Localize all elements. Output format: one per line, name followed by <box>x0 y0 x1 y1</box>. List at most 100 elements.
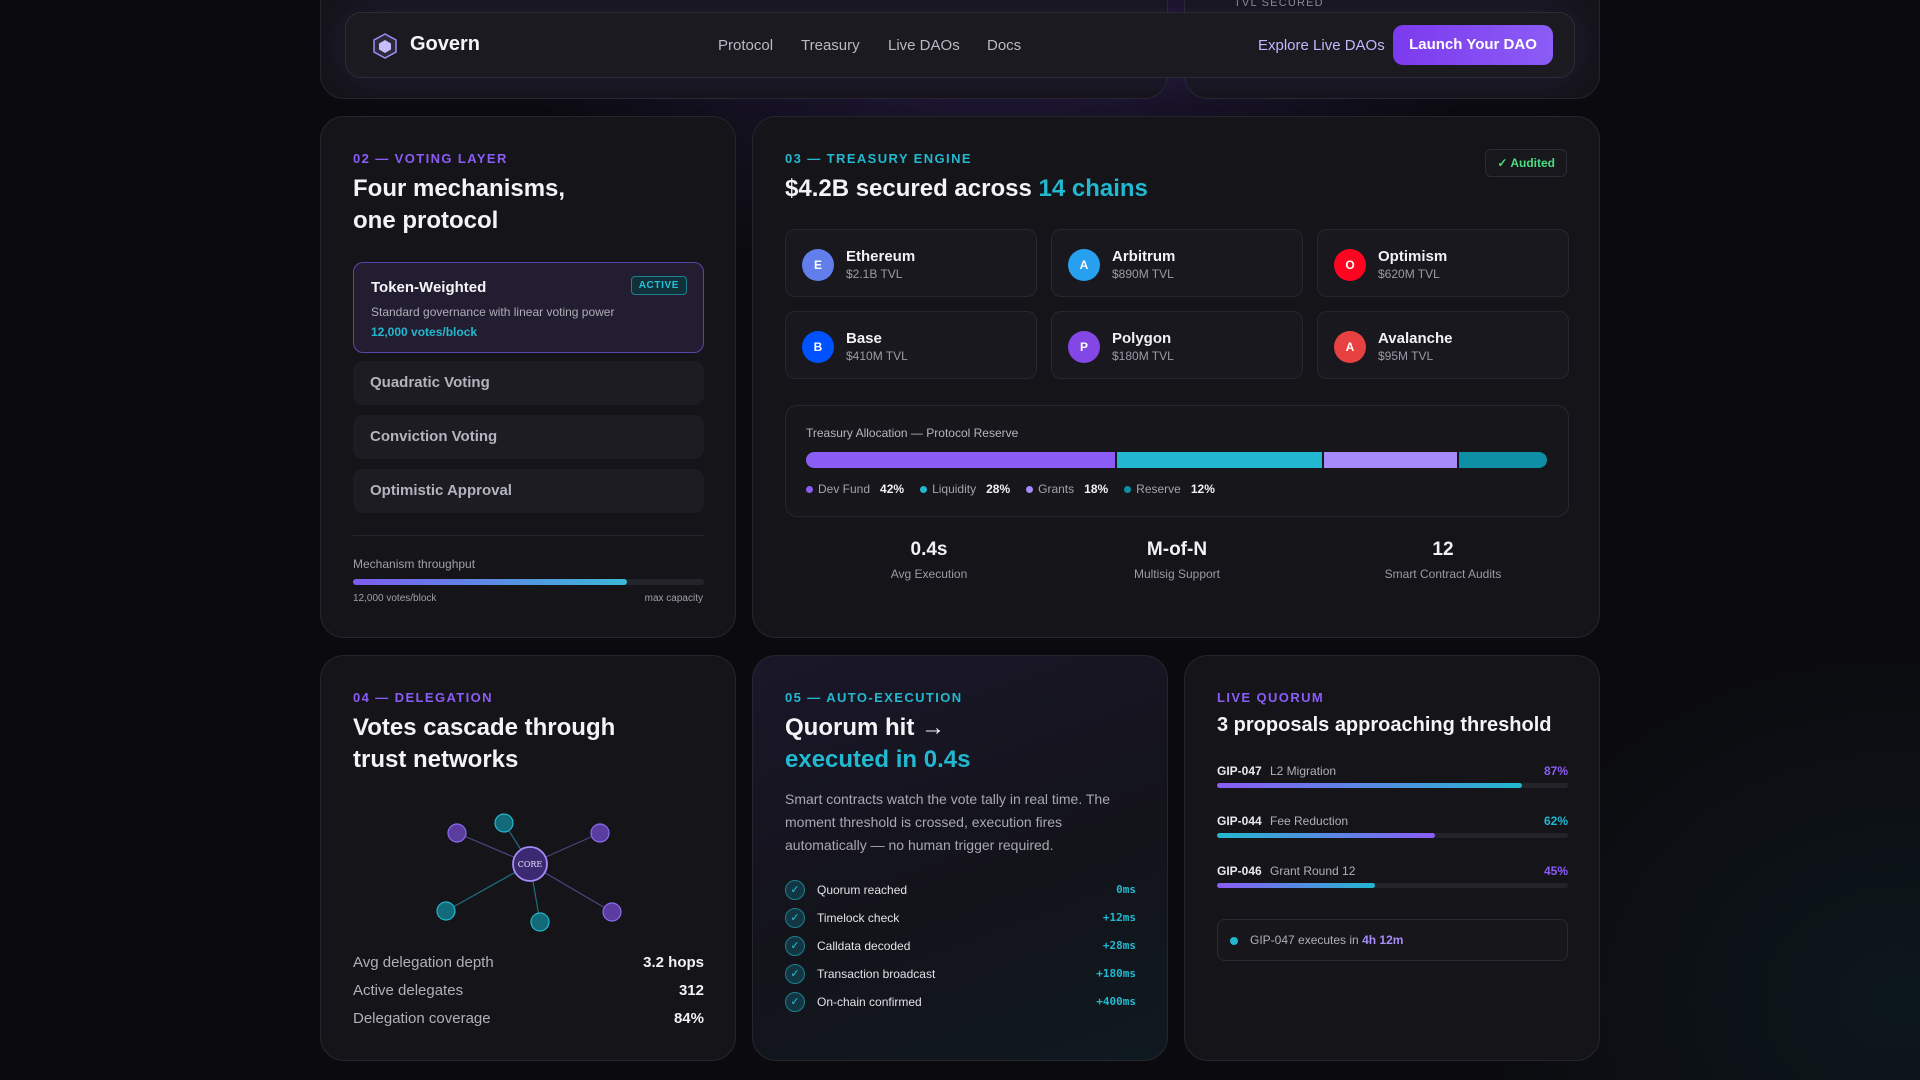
delegate-node <box>494 813 514 833</box>
allocation-segment-dev-fund <box>806 452 1115 468</box>
check-icon: ✓ <box>785 992 805 1012</box>
execution-step: ✓ On-chain confirmed +400ms <box>785 992 1136 1012</box>
section-title: Quorum hit → executed in 0.4s <box>785 714 971 773</box>
base-icon: B <box>802 331 834 363</box>
allocation-bar <box>806 452 1547 468</box>
proposal-row[interactable]: GIP-047 L2 Migration 87% <box>1217 764 1568 794</box>
explore-live-daos-link[interactable]: Explore Live DAOs <box>1258 37 1385 54</box>
auto-execution-card: 05 — AUTO-EXECUTION Quorum hit → execute… <box>752 655 1168 1061</box>
section-title: Four mechanisms, one protocol <box>353 175 566 234</box>
core-node-label: CORE <box>518 860 543 869</box>
chain-card-avalanche[interactable]: A Avalanche $95M TVL <box>1317 311 1569 379</box>
section-eyebrow: 03 — TREASURY ENGINE <box>785 151 972 166</box>
section-title: 3 proposals approaching threshold <box>1217 714 1552 736</box>
allocation-segment-liquidity <box>1116 452 1323 468</box>
delegation-card: 04 — DELEGATION Votes cascade through tr… <box>320 655 736 1061</box>
delegate-node <box>447 823 467 843</box>
nav-link-treasury[interactable]: Treasury <box>801 37 860 54</box>
chain-tvl: $620M TVL <box>1378 267 1440 281</box>
execution-step: ✓ Transaction broadcast +180ms <box>785 964 1136 984</box>
check-icon: ✓ <box>785 936 805 956</box>
audited-badge: ✓ Audited <box>1485 149 1567 177</box>
throughput-min-label: 12,000 votes/block <box>353 593 437 604</box>
chain-tvl: $95M TVL <box>1378 349 1434 363</box>
mechanism-quadratic-voting[interactable]: Quadratic Voting <box>353 361 704 405</box>
proposal-row[interactable]: GIP-046 Grant Round 12 45% <box>1217 864 1568 894</box>
core-node <box>512 846 548 882</box>
delegate-node <box>530 912 550 932</box>
launch-dao-button[interactable]: Launch Your DAO <box>1393 25 1553 65</box>
chain-name: Ethereum <box>846 248 916 265</box>
optimism-icon: O <box>1334 249 1366 281</box>
mechanism-token-weighted[interactable]: Token-Weighted ACTIVE Standard governanc… <box>353 262 704 353</box>
chain-card-optimism[interactable]: O Optimism $620M TVL <box>1317 229 1569 297</box>
legend-dev-fund: Dev Fund 42% <box>806 482 904 496</box>
treasury-engine-card: 03 — TREASURY ENGINE $4.2B secured acros… <box>752 116 1600 638</box>
live-dot-icon <box>1230 937 1238 945</box>
avalanche-icon: A <box>1334 331 1366 363</box>
chain-card-polygon[interactable]: P Polygon $180M TVL <box>1051 311 1303 379</box>
mechanism-description: Standard governance with linear voting p… <box>371 305 615 319</box>
throughput-fill <box>353 579 627 585</box>
legend-liquidity: Liquidity 28% <box>920 482 1010 496</box>
legend-grants: Grants 18% <box>1026 482 1108 496</box>
chain-name: Arbitrum <box>1112 248 1176 265</box>
active-badge: ACTIVE <box>630 276 687 295</box>
stat-active-delegates: Active delegates 312 <box>353 982 704 999</box>
stat-multisig-support: M-of-N Multisig Support <box>1133 539 1221 581</box>
delegation-network-graph: CORE <box>436 813 622 932</box>
stat-contract-audits: 12 Smart Contract Audits <box>1384 539 1502 581</box>
throughput-label: Mechanism throughput <box>353 557 476 571</box>
section-title: Votes cascade through trust networks <box>353 714 616 773</box>
treasury-allocation-panel: Treasury Allocation — Protocol Reserve D… <box>785 405 1569 517</box>
allocation-title: Treasury Allocation — Protocol Reserve <box>806 426 1019 440</box>
nav-link-live-daos[interactable]: Live DAOs <box>888 37 960 54</box>
mechanism-name: Token-Weighted <box>371 279 487 296</box>
chain-card-ethereum[interactable]: E Ethereum $2.1B TVL <box>785 229 1037 297</box>
mechanism-rate: 12,000 votes/block <box>371 325 478 339</box>
chain-name: Optimism <box>1378 248 1448 265</box>
nav-link-docs[interactable]: Docs <box>987 37 1022 54</box>
section-eyebrow: 05 — AUTO-EXECUTION <box>785 690 963 705</box>
execution-notice: GIP-047 executes in 4h 12m <box>1217 919 1568 961</box>
check-icon: ✓ <box>785 880 805 900</box>
check-icon: ✓ <box>785 964 805 984</box>
tvl-label: TVL SECURED <box>1234 0 1324 9</box>
chain-card-arbitrum[interactable]: A Arbitrum $890M TVL <box>1051 229 1303 297</box>
execution-step: ✓ Calldata decoded +28ms <box>785 936 1136 956</box>
arbitrum-icon: A <box>1068 249 1100 281</box>
chain-name: Avalanche <box>1378 330 1453 347</box>
nav-link-protocol[interactable]: Protocol <box>718 37 774 54</box>
chain-card-base[interactable]: B Base $410M TVL <box>785 311 1037 379</box>
allocation-legend: Dev Fund 42% Liquidity 28% Grants 18% Reser… <box>806 482 1215 496</box>
section-eyebrow: 04 — DELEGATION <box>353 690 493 705</box>
divider <box>353 535 704 536</box>
mechanism-conviction-voting[interactable]: Conviction Voting <box>353 415 704 459</box>
throughput-max-label: max capacity <box>644 593 703 604</box>
mechanism-optimistic-approval[interactable]: Optimistic Approval <box>353 469 704 513</box>
live-quorum-card: LIVE QUORUM 3 proposals approaching thre… <box>1184 655 1600 1061</box>
delegate-node <box>436 901 456 921</box>
quorum-progress-bar <box>1217 833 1568 838</box>
stat-delegation-coverage: Delegation coverage 84% <box>353 1010 704 1027</box>
allocation-segment-reserve <box>1458 452 1547 468</box>
polygon-icon: P <box>1068 331 1100 363</box>
quorum-progress-bar <box>1217 783 1568 788</box>
logo-icon[interactable] <box>372 33 398 59</box>
delegate-node <box>602 902 622 922</box>
section-eyebrow: 02 — VOTING LAYER <box>353 151 508 166</box>
proposal-row[interactable]: GIP-044 Fee Reduction 62% <box>1217 814 1568 844</box>
stat-avg-execution: 0.4s Avg Execution <box>890 539 968 581</box>
chain-tvl: $180M TVL <box>1112 349 1174 363</box>
chain-name: Polygon <box>1112 330 1172 347</box>
chain-tvl: $410M TVL <box>846 349 908 363</box>
chain-tvl: $890M TVL <box>1112 267 1174 281</box>
navbar: Govern Protocol Treasury Live DAOs Docs … <box>345 12 1575 78</box>
section-description: Smart contracts watch the vote tally in … <box>785 791 1110 853</box>
check-icon: ✓ <box>785 908 805 928</box>
ethereum-icon: E <box>802 249 834 281</box>
chain-name: Base <box>846 330 882 347</box>
voting-layer-card: 02 — VOTING LAYER Four mechanisms, one p… <box>320 116 736 638</box>
brand-name[interactable]: Govern <box>410 33 481 55</box>
quorum-progress-bar <box>1217 883 1568 888</box>
